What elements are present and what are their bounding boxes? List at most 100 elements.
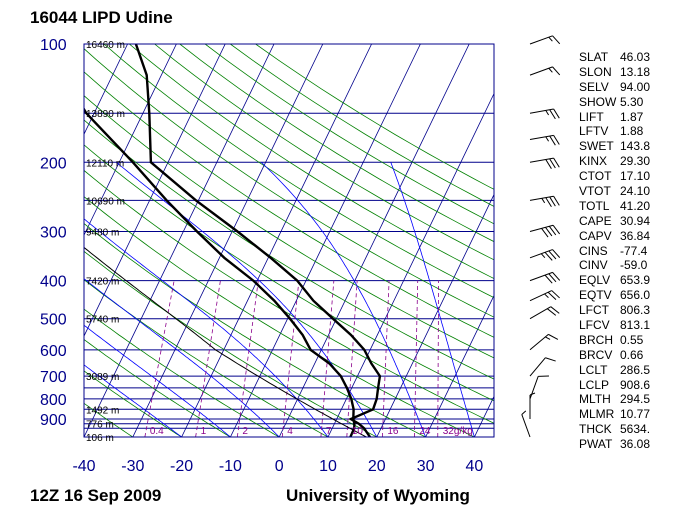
barb-staff	[529, 357, 546, 377]
barb-feather	[550, 306, 560, 314]
mixing-ratio-label: 16	[387, 426, 399, 437]
isotherm-line	[278, 44, 470, 437]
dry-adiabat	[230, 44, 494, 207]
index-row: SLAT 46.03	[579, 50, 650, 65]
index-row: SELV 94.00	[579, 80, 650, 95]
index-name: LCLP	[579, 377, 610, 392]
dry-adiabat	[84, 279, 329, 437]
dry-adiabat	[204, 44, 494, 225]
mixing-ratio-label: 0.4	[150, 426, 164, 437]
barb-feather	[547, 308, 557, 316]
height-label: 16460 m	[86, 40, 125, 51]
x-tick-label: 0	[275, 458, 284, 475]
barb-staff	[521, 414, 531, 438]
barb-feather	[545, 357, 556, 362]
barb-feather	[547, 291, 557, 300]
index-name: BRCH	[579, 332, 614, 347]
isotherm-line	[0, 44, 30, 437]
index-name: LFCT	[579, 303, 609, 318]
barb-feather	[553, 157, 560, 168]
mixing-ratio-label: 24	[419, 426, 431, 437]
x-tick-label: -40	[72, 458, 95, 475]
barb-feather	[549, 158, 556, 169]
index-value: 30.94	[620, 213, 651, 228]
wind-barb	[529, 392, 536, 419]
barb-feather	[552, 272, 561, 281]
moist-adiabat	[261, 162, 426, 437]
barb-feather	[549, 109, 556, 120]
index-value: 294.5	[620, 392, 651, 407]
index-value: 813.1	[620, 318, 651, 333]
isotherm-line	[327, 92, 494, 437]
index-row: SWET 143.8	[579, 139, 650, 154]
moist-adiabat	[84, 324, 231, 437]
plot-frame	[83, 43, 495, 438]
index-name: CINV	[579, 258, 608, 273]
isotherm-line	[84, 44, 275, 437]
index-row: SLON 13.18	[579, 65, 650, 80]
dry-adiabat	[84, 339, 231, 437]
height-label: 9480 m	[86, 228, 119, 239]
height-label: 5740 m	[86, 315, 119, 326]
mixing-ratio-line	[437, 280, 439, 437]
index-row: CINV -59.0	[579, 258, 650, 273]
barb-staff	[529, 35, 553, 45]
barb-half-feather	[548, 67, 553, 73]
x-tick-label: 10	[319, 458, 337, 475]
index-name: MLTH	[579, 392, 611, 407]
index-name: PWAT	[579, 437, 613, 452]
barb-half-feather	[521, 410, 527, 415]
index-row: CAPE 30.94	[579, 214, 650, 229]
isotherm-line	[376, 193, 494, 437]
barb-staff	[529, 271, 553, 282]
x-tick-label: -10	[219, 458, 242, 475]
index-value: 36.08	[620, 437, 651, 452]
mixing-ratio-line	[281, 280, 300, 437]
x-tick-label: -30	[121, 458, 144, 475]
index-row: KINX 29.30	[579, 154, 650, 169]
data-source: University of Wyoming	[286, 486, 470, 505]
barb-feather	[544, 274, 553, 284]
mixing-ratio-line	[381, 280, 390, 437]
index-name: EQTV	[579, 288, 612, 303]
dry-adiabat	[103, 44, 494, 299]
height-label: 10690 m	[86, 196, 125, 207]
station-title: 16044 LIPD Udine	[30, 8, 173, 27]
dry-adiabat	[84, 144, 494, 402]
index-row: THCK 5634.	[579, 422, 650, 437]
x-tick-label: -20	[170, 458, 193, 475]
index-name: KINX	[579, 154, 608, 169]
pressure-label: 600	[40, 343, 67, 360]
moist-adiabat	[116, 161, 378, 437]
dry-adiabat	[84, 370, 182, 437]
dry-adiabat	[84, 71, 494, 338]
mixing-ratio-label: 1	[201, 426, 207, 437]
isotherm-line	[84, 44, 226, 337]
index-row: LFTV 1.88	[579, 124, 650, 139]
wind-barb	[529, 306, 560, 320]
pressure-label: 700	[40, 369, 67, 386]
index-row: SHOW 5.30	[579, 95, 650, 110]
index-name: EQLV	[579, 273, 611, 288]
barb-staff	[529, 66, 553, 76]
barb-half-feather	[548, 36, 553, 42]
barb-feather	[552, 66, 561, 76]
dry-adiabat	[84, 402, 134, 437]
moist-adiabat	[84, 278, 280, 437]
index-name: SHOW	[579, 94, 617, 109]
index-row: MLTH 294.5	[579, 392, 650, 407]
index-row: LCLP 908.6	[579, 378, 650, 393]
barb-staff	[529, 249, 553, 259]
index-value: 1.87	[620, 109, 644, 124]
index-row: MLMR 10.77	[579, 407, 650, 422]
index-name: SLON	[579, 64, 612, 79]
dry-adiabat	[179, 44, 494, 243]
index-value: 143.8	[620, 139, 651, 154]
index-value: 36.84	[620, 228, 651, 243]
mixing-ratio-line	[346, 280, 358, 437]
pressure-label: 400	[40, 274, 67, 291]
index-value: 653.9	[620, 273, 651, 288]
pressure-label: 900	[40, 412, 67, 429]
index-name: CAPV	[579, 228, 612, 243]
